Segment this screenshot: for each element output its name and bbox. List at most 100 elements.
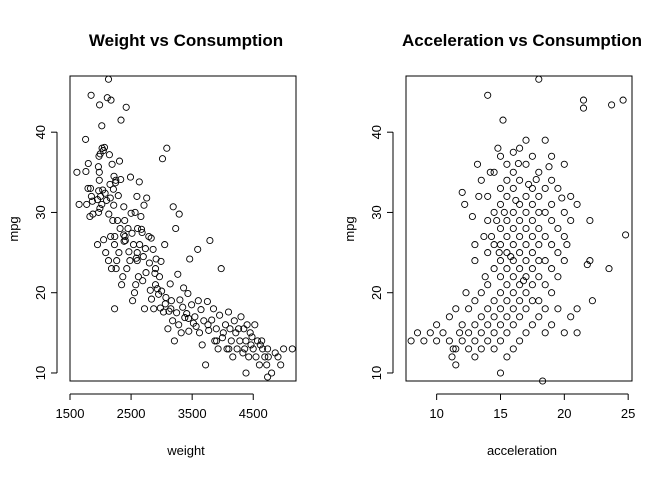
data-point bbox=[186, 255, 194, 263]
data-point bbox=[112, 265, 120, 273]
data-point bbox=[247, 341, 255, 349]
data-point bbox=[445, 313, 453, 321]
data-point bbox=[567, 192, 575, 200]
data-point bbox=[548, 200, 556, 208]
data-point bbox=[496, 152, 505, 160]
data-point bbox=[560, 160, 568, 168]
data-point bbox=[164, 325, 172, 333]
data-point bbox=[539, 377, 547, 385]
data-point bbox=[117, 175, 125, 184]
data-point bbox=[110, 172, 118, 180]
data-point bbox=[137, 225, 146, 233]
data-point bbox=[452, 361, 460, 369]
data-point bbox=[208, 316, 216, 324]
data-point bbox=[471, 353, 479, 361]
data-point bbox=[111, 179, 120, 187]
data-point bbox=[173, 309, 181, 317]
data-point bbox=[128, 229, 136, 237]
data-point bbox=[259, 345, 267, 353]
data-point bbox=[181, 314, 189, 322]
data-point bbox=[98, 122, 106, 130]
data-point bbox=[134, 273, 142, 281]
acceleration-vs-mpg-panel: Acceleration vs Consumption acceleration… bbox=[342, 31, 642, 458]
data-point bbox=[255, 361, 263, 369]
y-tick-label: 20 bbox=[369, 285, 384, 299]
data-point bbox=[448, 353, 456, 361]
data-point bbox=[217, 265, 225, 273]
x-tick-label: 4500 bbox=[239, 406, 268, 421]
plot-frame bbox=[69, 75, 297, 382]
data-point bbox=[586, 257, 594, 265]
data-point bbox=[176, 296, 184, 304]
data-point bbox=[185, 327, 193, 335]
data-point bbox=[484, 91, 492, 99]
x-tick-label: 20 bbox=[557, 406, 571, 421]
data-point bbox=[219, 329, 227, 337]
data-point bbox=[548, 176, 556, 184]
data-point bbox=[82, 135, 90, 143]
data-point bbox=[579, 96, 588, 104]
data-point bbox=[426, 329, 434, 337]
data-point bbox=[496, 224, 505, 233]
y-tick-label: 40 bbox=[33, 125, 48, 139]
data-point bbox=[525, 180, 533, 188]
data-point bbox=[143, 194, 151, 202]
data-point bbox=[516, 200, 524, 208]
data-point bbox=[174, 270, 182, 278]
data-point bbox=[129, 297, 137, 305]
data-point bbox=[496, 257, 505, 265]
data-point bbox=[496, 184, 505, 192]
data-point bbox=[73, 168, 81, 176]
data-point bbox=[516, 281, 524, 289]
data-point bbox=[433, 337, 441, 345]
data-point bbox=[468, 212, 476, 221]
data-point bbox=[177, 329, 185, 337]
data-point bbox=[512, 196, 520, 204]
data-point bbox=[179, 303, 187, 311]
data-point bbox=[509, 168, 517, 176]
x-axis-label: acceleration bbox=[487, 443, 557, 458]
data-point bbox=[563, 241, 571, 249]
data-point bbox=[445, 337, 453, 345]
data-point bbox=[494, 144, 502, 152]
data-point bbox=[503, 353, 511, 361]
data-point bbox=[535, 297, 543, 305]
data-point bbox=[588, 297, 596, 305]
data-point bbox=[496, 305, 505, 313]
data-point bbox=[462, 289, 470, 297]
data-point bbox=[108, 160, 116, 168]
data-point bbox=[509, 184, 517, 192]
data-point bbox=[82, 167, 90, 176]
data-point bbox=[473, 160, 482, 168]
weight-vs-mpg-panel: Weight vs Consumption weight mpg 1500 250… bbox=[6, 31, 297, 458]
data-point bbox=[503, 265, 511, 273]
data-point bbox=[496, 289, 505, 297]
data-point bbox=[535, 313, 543, 321]
data-point bbox=[535, 224, 543, 233]
data-point bbox=[516, 216, 524, 225]
data-point bbox=[541, 329, 549, 337]
data-point bbox=[490, 265, 498, 273]
data-point bbox=[480, 232, 488, 241]
data-point bbox=[516, 176, 524, 184]
x-ticks: 1500 2500 3500 4500 bbox=[56, 393, 268, 421]
data-point bbox=[100, 236, 108, 244]
y-axis-label: mpg bbox=[342, 216, 357, 241]
data-point bbox=[541, 305, 549, 313]
y-tick-label: 30 bbox=[33, 205, 48, 219]
data-point bbox=[516, 232, 524, 241]
data-point bbox=[116, 224, 124, 233]
data-point bbox=[157, 257, 165, 265]
data-point bbox=[486, 168, 494, 176]
data-point bbox=[138, 228, 146, 237]
data-point bbox=[516, 337, 524, 345]
data-point bbox=[622, 231, 630, 239]
data-point bbox=[509, 321, 517, 329]
data-point bbox=[268, 369, 276, 377]
data-point bbox=[496, 273, 505, 281]
data-point bbox=[503, 249, 511, 257]
data-point bbox=[484, 192, 492, 200]
data-point bbox=[133, 249, 141, 257]
data-point bbox=[490, 168, 498, 176]
data-point bbox=[475, 192, 483, 200]
